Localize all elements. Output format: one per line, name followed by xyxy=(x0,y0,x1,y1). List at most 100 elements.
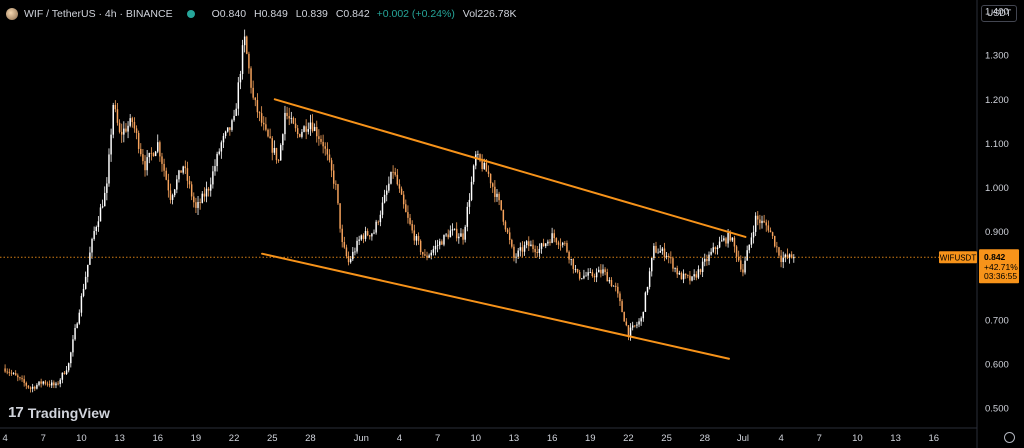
candle xyxy=(697,265,700,280)
candle-body xyxy=(441,241,443,245)
candle xyxy=(742,264,744,277)
candle-body xyxy=(786,254,789,258)
candle xyxy=(788,253,791,264)
candle xyxy=(659,245,661,253)
candle xyxy=(636,321,638,329)
candle xyxy=(178,169,180,183)
candle xyxy=(475,151,477,170)
candle-body xyxy=(773,235,776,247)
candle xyxy=(453,228,456,231)
candle xyxy=(144,155,146,177)
candle xyxy=(428,253,430,259)
candle-body xyxy=(383,194,386,203)
y-axis[interactable]: 1.400 1.300 1.200 1.100 1.000 0.900 0.700 0.600… xyxy=(985,7,1009,415)
candle-body xyxy=(284,112,286,135)
candle-body xyxy=(142,154,144,162)
candle xyxy=(441,239,443,245)
candle xyxy=(48,380,51,388)
candle-body xyxy=(205,188,208,197)
x-tick-label: 10 xyxy=(852,433,863,444)
candle xyxy=(424,249,426,257)
candle xyxy=(67,362,70,373)
candle xyxy=(101,199,104,209)
candle xyxy=(42,380,44,386)
candle-body xyxy=(436,245,439,247)
candle xyxy=(360,234,363,241)
candle xyxy=(665,252,668,260)
candle xyxy=(593,273,596,283)
candle xyxy=(720,235,723,242)
candle xyxy=(23,375,25,387)
candle-body xyxy=(699,269,702,273)
candle-body xyxy=(757,215,759,220)
trendline-channel-upper[interactable] xyxy=(273,98,747,238)
candle-body xyxy=(127,125,129,132)
candle xyxy=(150,147,153,161)
candle-body xyxy=(258,112,261,114)
candle-body xyxy=(769,230,772,233)
candle-body xyxy=(307,129,310,132)
candle xyxy=(148,152,151,164)
candle xyxy=(252,80,254,100)
currency-button[interactable]: USDT xyxy=(981,5,1017,22)
x-tick-label: 22 xyxy=(623,433,634,444)
candle-body xyxy=(61,372,64,380)
candle-body xyxy=(226,127,229,132)
candle-body xyxy=(154,151,157,157)
candle-body xyxy=(691,276,693,281)
candle-body xyxy=(638,321,640,325)
candle-body xyxy=(402,194,405,205)
candle xyxy=(515,253,517,264)
candle xyxy=(108,148,110,187)
candle xyxy=(324,142,326,156)
candle-body xyxy=(780,255,782,263)
candle-body xyxy=(430,252,432,256)
candle xyxy=(256,93,259,118)
candle-body xyxy=(462,233,464,240)
candle-body xyxy=(532,244,534,249)
candle xyxy=(171,193,174,205)
candle xyxy=(239,70,242,90)
candle-body xyxy=(623,312,625,322)
x-axis[interactable]: 4 7 10 13 16 19 22 25 28 Jun 4 7 10 13 16 19 22 25 28 Jul 4 7… xyxy=(2,433,939,444)
settings-icon[interactable] xyxy=(1004,432,1015,443)
candle xyxy=(536,246,539,258)
candle-body xyxy=(65,370,68,374)
candle-body xyxy=(417,236,420,241)
candle xyxy=(793,254,795,263)
candle xyxy=(131,116,134,128)
candle-body xyxy=(551,233,553,243)
candle xyxy=(224,130,227,139)
candle xyxy=(610,277,613,288)
candle xyxy=(676,265,678,278)
plot-area[interactable] xyxy=(0,29,977,393)
candle xyxy=(358,235,360,245)
y-tick-label: 1.300 xyxy=(985,51,1009,62)
market-status-icon xyxy=(186,10,195,18)
candle xyxy=(326,142,329,161)
candle-body xyxy=(398,184,401,189)
symbol-title[interactable]: WIF / TetherUS · 4h · BINANCE xyxy=(24,8,173,20)
candle xyxy=(339,203,341,233)
candle-body xyxy=(396,174,399,185)
candle xyxy=(173,188,176,198)
candle-body xyxy=(733,237,736,247)
candle xyxy=(195,197,197,214)
candle-body xyxy=(631,325,634,328)
candle-body xyxy=(636,324,638,326)
candle xyxy=(627,325,630,341)
candle-body xyxy=(233,115,235,121)
candle-body xyxy=(578,272,581,279)
candle xyxy=(447,229,449,240)
candle xyxy=(759,214,761,230)
candle xyxy=(472,164,475,185)
candle-body xyxy=(602,269,604,274)
candle xyxy=(481,154,483,172)
candle-body xyxy=(157,142,159,152)
candle-body xyxy=(659,250,661,253)
candle-body xyxy=(210,184,212,191)
trendline-channel-lower[interactable] xyxy=(261,252,730,360)
candle-body xyxy=(34,386,36,389)
candle xyxy=(74,324,76,341)
